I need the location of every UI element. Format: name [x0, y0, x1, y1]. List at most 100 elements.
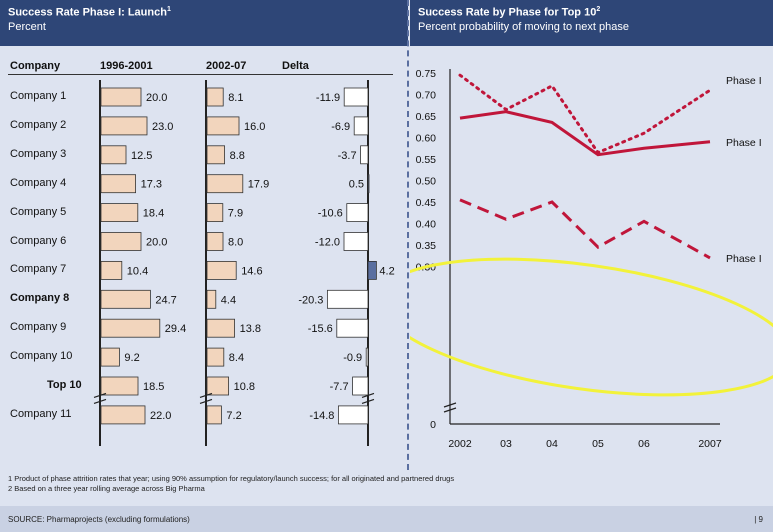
delta-label: -12.0: [315, 237, 340, 249]
y-axis-break-mark: [443, 402, 457, 413]
y-tick-label: 0.35: [416, 240, 437, 252]
right-panel-subtitle: Percent probability of moving to next ph…: [418, 20, 629, 33]
bar-2002-07-label: 4.4: [221, 294, 236, 306]
company-label: Company 5: [10, 205, 67, 218]
bar-1996-2001: [100, 376, 139, 396]
bar-1996-2001: [100, 232, 142, 251]
right-panel-title-sup: 2: [596, 6, 601, 13]
delta-label: -3.7: [338, 150, 357, 162]
bar-1996-2001: [100, 145, 127, 165]
y-tick-label: 0.45: [416, 197, 437, 209]
y-tick-label: 0.60: [416, 133, 437, 145]
x-tick-label: 03: [500, 438, 512, 450]
x-tick-label: 06: [638, 438, 650, 450]
bar-1996-2001-label: 22.0: [150, 410, 171, 422]
x-tick-label: 05: [592, 438, 604, 450]
right-panel: Success Rate by Phase for Top 102 Percen…: [410, 0, 773, 470]
bar-1996-2001-label: 12.5: [131, 150, 152, 162]
company-label: Company 7: [10, 263, 67, 276]
col-header-period-1: 1996-2001: [100, 60, 153, 72]
company-label: Company 10: [10, 350, 73, 363]
delta-label: -14.8: [309, 410, 334, 422]
company-label: Company 3: [10, 147, 67, 160]
company-label: Company 1: [10, 90, 67, 102]
company-label: Company 2: [10, 118, 67, 131]
bar-2002-07-label: 17.9: [248, 179, 269, 191]
col-header-company: Company: [10, 60, 61, 72]
company-label: Company 11: [10, 407, 72, 420]
bar-1996-2001-label: 10.4: [127, 265, 148, 277]
bar-2002-07-label: 8.0: [228, 237, 243, 249]
success-table-chart: 20.0 8.1 -11.9 23.0 16.0 -6.9 12.5 8.8 -3.7 17.3 1…: [93, 80, 395, 446]
bar-2002-07-label: 8.4: [229, 352, 244, 364]
bar-1996-2001: [100, 347, 120, 367]
bar-1996-2001-label: 20.0: [146, 237, 167, 249]
series-line-dashed: [459, 198, 711, 260]
right-panel-header: Success Rate by Phase for Top 102 Percen…: [410, 0, 773, 46]
series-label: Phase I: [726, 253, 762, 265]
bar-2002-07: [206, 376, 230, 396]
footnote-2: 2 Based on a three year rolling average …: [8, 484, 205, 493]
bar-1996-2001-label: 23.0: [152, 121, 173, 133]
bar-1996-2001: [100, 318, 161, 338]
delta-label: 4.2: [379, 265, 394, 277]
y-tick-label: 0.40: [416, 219, 437, 231]
footnotes: 1 Product of phase attrition rates that …: [0, 474, 773, 494]
x-tick-label: 2002: [448, 438, 472, 450]
series-line-solid: [459, 110, 711, 157]
bar-2002-07: [206, 116, 240, 136]
bar-2002-07: [206, 318, 236, 338]
delta-label: -6.9: [331, 121, 350, 133]
bar-2002-07: [206, 87, 224, 107]
axis-break-mark: [361, 392, 375, 405]
bar-2002-07: [206, 203, 224, 223]
bar-2002-07-label: 8.1: [228, 92, 243, 104]
y-tick-label: 0: [430, 419, 436, 431]
delta-label: -7.7: [330, 381, 349, 393]
delta-label: -10.6: [318, 208, 343, 220]
bar-2002-07-label: 16.0: [244, 121, 265, 133]
bar-1996-2001: [100, 203, 139, 223]
highlight-ellipse: [410, 257, 773, 397]
company-label: Top 10: [47, 379, 82, 391]
page-number: | 9: [754, 515, 763, 524]
bar-1996-2001: [100, 260, 123, 280]
left-panel-subtitle: Percent: [8, 20, 46, 33]
bar-1996-2001-label: 18.5: [143, 381, 164, 393]
bar-1996-2001-label: 24.7: [155, 294, 176, 306]
axis-break-mark: [199, 392, 213, 405]
y-tick-label: 0.75: [416, 68, 437, 80]
bar-2002-07: [206, 347, 225, 367]
series-label: Phase I: [726, 137, 762, 149]
footnote-1: 1 Product of phase attrition rates that …: [8, 474, 455, 483]
col-header-delta: Delta: [282, 60, 309, 72]
delta-label: -0.9: [343, 352, 362, 364]
bar-2002-07: [206, 405, 222, 425]
delta-bar: [367, 174, 370, 194]
bar-1996-2001: [100, 174, 136, 194]
left-panel-header: Success Rate Phase I: Launch1 Percent: [0, 0, 408, 46]
delta-bar: [326, 289, 369, 309]
bar-1996-2001-label: 29.4: [165, 323, 186, 335]
bar-1996-2001-label: 18.4: [143, 208, 164, 220]
delta-label: -15.6: [308, 323, 333, 335]
left-panel-title-sup: 1: [166, 6, 171, 13]
delta-bar: [367, 260, 377, 280]
bar-2002-07-label: 14.6: [241, 265, 262, 277]
bar-2002-07: [206, 174, 244, 194]
delta-bar: [343, 87, 369, 107]
bar-2002-07-label: 8.8: [230, 150, 245, 162]
bar-1996-2001: [100, 289, 151, 309]
delta-label: -11.9: [316, 92, 340, 104]
bar-1996-2001-label: 17.3: [141, 179, 162, 191]
delta-bar: [343, 232, 369, 251]
source-text: SOURCE: Pharmaprojects (excluding formul…: [8, 515, 190, 524]
delta-bar: [336, 318, 369, 338]
company-label: Company 8: [10, 292, 70, 305]
bar-1996-2001: [100, 87, 142, 107]
bar-2002-07-label: 10.8: [234, 381, 255, 393]
delta-bar: [352, 376, 369, 396]
panel-divider: [407, 0, 409, 470]
bar-1996-2001-label: 20.0: [146, 92, 167, 104]
